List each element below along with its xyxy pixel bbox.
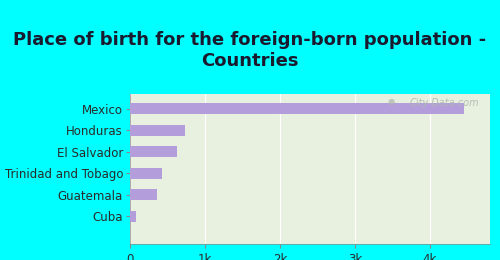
Bar — [130, 146, 176, 157]
Text: ●: ● — [388, 98, 394, 106]
Bar — [130, 211, 136, 222]
Bar — [130, 168, 162, 179]
Bar — [130, 103, 464, 114]
Text: City-Data.com: City-Data.com — [410, 98, 479, 108]
Text: Place of birth for the foreign-born population -
Countries: Place of birth for the foreign-born popu… — [14, 31, 486, 70]
Bar — [130, 190, 157, 200]
Bar — [130, 125, 185, 136]
